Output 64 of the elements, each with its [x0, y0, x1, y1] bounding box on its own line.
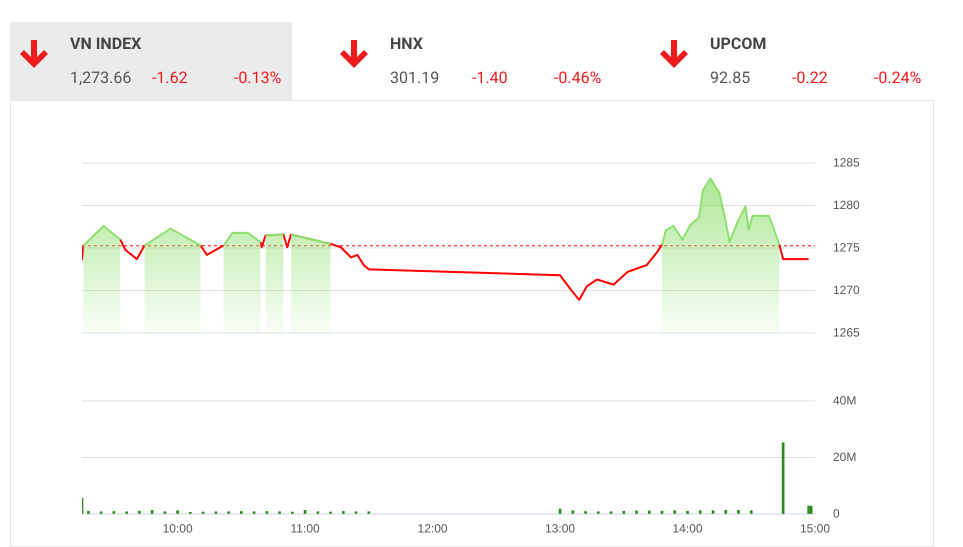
bar — [660, 510, 664, 514]
text: UPCOM — [710, 34, 766, 53]
bar — [367, 511, 370, 514]
bar — [164, 511, 166, 514]
bar — [698, 510, 702, 514]
text: HNX — [390, 34, 423, 53]
bar — [558, 508, 562, 514]
bar — [610, 511, 612, 514]
bar — [316, 511, 320, 514]
bar — [100, 511, 102, 514]
x-tick-label: 11:00 — [290, 522, 320, 536]
bar — [635, 510, 638, 514]
bar — [252, 511, 256, 514]
text: 301.19 — [390, 68, 440, 87]
bar — [686, 510, 689, 514]
bar — [354, 511, 358, 514]
bar — [240, 511, 243, 514]
bar — [622, 510, 626, 514]
bar — [596, 511, 600, 514]
x-tick-label: 13:00 — [545, 522, 576, 536]
bar — [750, 510, 753, 514]
bar — [807, 506, 810, 514]
bar — [810, 506, 813, 514]
x-tick-label: 10:00 — [162, 522, 193, 536]
bar — [266, 511, 268, 514]
bar — [150, 510, 154, 514]
x-tick-label: 15:00 — [800, 522, 830, 536]
text: -0.22 — [792, 68, 828, 87]
y-tick-label: 1275 — [833, 240, 860, 254]
bar — [138, 510, 141, 514]
text: -1.40 — [472, 68, 508, 87]
y-tick-label: 1280 — [833, 198, 860, 212]
text: 1,273.66 — [70, 68, 132, 87]
y-tick-label: 1270 — [833, 282, 860, 297]
bar — [724, 510, 728, 514]
bar — [112, 511, 116, 514]
text: -1.62 — [152, 68, 188, 87]
text: -0.46% — [554, 68, 602, 87]
bar — [571, 510, 574, 514]
y-tick-label: 20M — [833, 450, 856, 464]
bar — [782, 442, 784, 514]
bar — [125, 511, 128, 514]
y-tick-label: 1285 — [833, 156, 860, 170]
bar — [278, 511, 281, 514]
bar — [87, 510, 90, 514]
bar — [584, 511, 587, 514]
bar — [214, 511, 218, 514]
text: -0.24% — [874, 68, 922, 87]
bar — [648, 510, 651, 514]
text: -0.13% — [234, 68, 282, 87]
bar — [712, 510, 714, 514]
bar — [342, 511, 345, 514]
bar — [304, 510, 306, 514]
y-tick-label: 0 — [833, 506, 840, 520]
text: 92.85 — [710, 68, 750, 87]
bar — [227, 511, 230, 514]
x-tick-label: 12:00 — [418, 522, 448, 536]
bar — [737, 510, 740, 514]
y-tick-label: 1265 — [833, 325, 860, 340]
bar — [176, 510, 179, 514]
text: VN INDEX — [70, 34, 142, 53]
bar — [673, 510, 676, 514]
y-tick-label: 40M — [833, 394, 856, 408]
x-tick-label: 14:00 — [672, 522, 703, 536]
